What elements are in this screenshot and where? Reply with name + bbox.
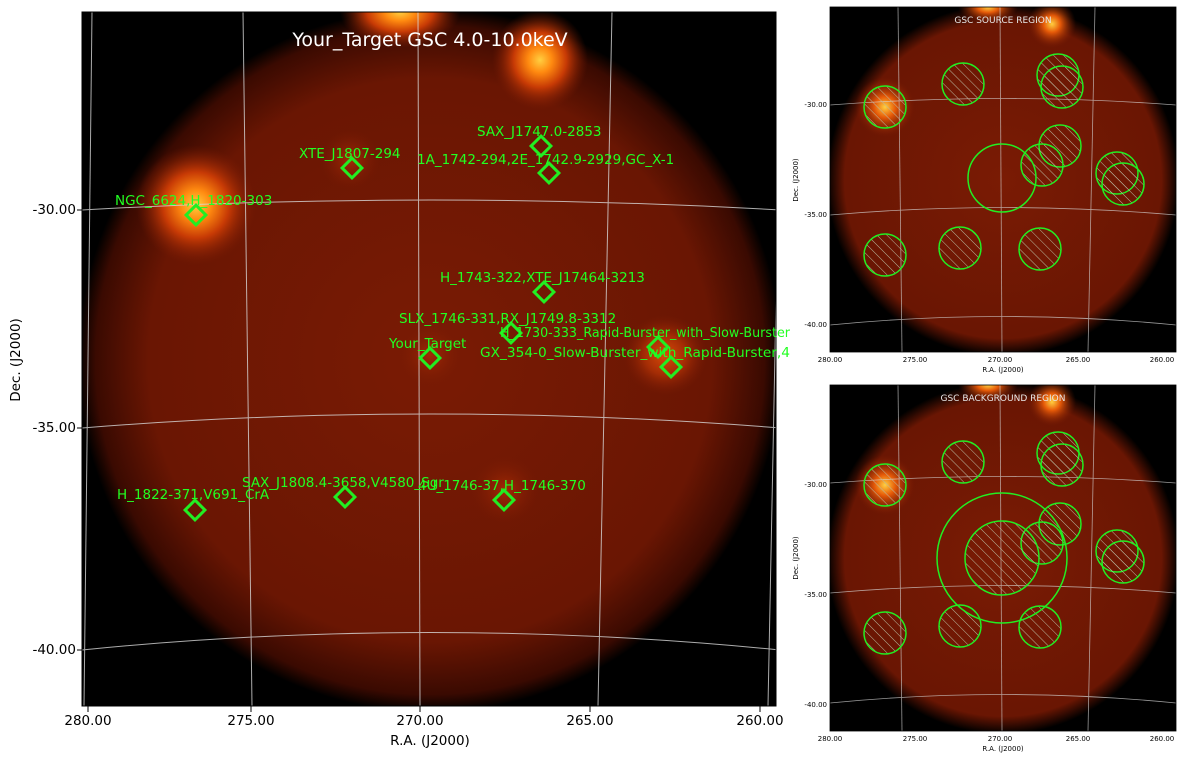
- target-inner-region[interactable]: [964, 520, 1040, 596]
- y-tick-label: -40.00: [32, 642, 76, 658]
- region-circle[interactable]: [863, 611, 907, 655]
- plot-frame: [81, 11, 777, 707]
- plot-frame: [829, 6, 1177, 353]
- x-axis-label: R.A. (J2000): [982, 745, 1024, 753]
- y-tick-label: -40.00: [804, 321, 827, 329]
- region-circle[interactable]: [1101, 540, 1145, 584]
- region-circle[interactable]: [863, 233, 907, 277]
- source-label: GX_354-0_Slow-Burster_with_Rapid-Burster…: [480, 345, 790, 361]
- source-label: H_1743-322,XTE_J17464-3213: [440, 270, 645, 286]
- source-marker[interactable]: [498, 320, 524, 346]
- y-tick-label: -35.00: [804, 211, 827, 219]
- source-marker[interactable]: [183, 202, 209, 228]
- source-marker[interactable]: [645, 334, 671, 360]
- region-circle[interactable]: [941, 440, 985, 484]
- source-glow: [623, 315, 707, 395]
- source-marker[interactable]: [182, 497, 208, 523]
- x-tick-label: 260.00: [736, 713, 783, 729]
- x-tick-label: 275.00: [227, 713, 274, 729]
- x-tick-label: 270.00: [988, 356, 1013, 364]
- plot-frame: [829, 384, 1177, 732]
- y-tick-label: -30.00: [32, 202, 76, 218]
- x-axis-label: R.A. (J2000): [982, 366, 1024, 374]
- source-label: SAX_J1747.0-2853: [477, 124, 602, 140]
- region-circle[interactable]: [863, 463, 907, 507]
- region-circle[interactable]: [1040, 65, 1084, 109]
- source-marker[interactable]: [491, 487, 517, 513]
- background-annulus[interactable]: [936, 492, 1068, 624]
- x-tick-label: 280.00: [64, 713, 111, 729]
- source-regions: [863, 53, 1145, 277]
- source-region-panel: GSC SOURCE REGION -30.00 -35.00 -40.00 2…: [790, 0, 1182, 378]
- source-label: XTE_J1807-294: [299, 146, 401, 162]
- panel-title: GSC SOURCE REGION: [954, 16, 1051, 26]
- y-axis-label: Dec. (J2000): [8, 318, 24, 402]
- source-label: SAX_J1808.4-3658,V4580_Sgr: [242, 475, 444, 491]
- source-label: Your_Target: [388, 336, 466, 352]
- x-tick-label: 265.00: [1066, 356, 1091, 364]
- background-regions: [863, 431, 1145, 655]
- source-marker[interactable]: [528, 133, 554, 159]
- background-region-panel: GSC BACKGROUND REGION -30.00 -35.00 -40.…: [790, 378, 1182, 758]
- source-marker[interactable]: [536, 160, 562, 186]
- y-axis-label: Dec. (J2000): [792, 158, 800, 202]
- y-tick-label: -30.00: [804, 481, 827, 489]
- source-glow: [1028, 7, 1076, 48]
- source-marker[interactable]: [417, 345, 443, 371]
- x-tick-label: 275.00: [903, 735, 928, 743]
- region-circle[interactable]: [1040, 443, 1084, 487]
- source-glow: [958, 385, 1018, 401]
- source-glow: [958, 7, 1018, 23]
- source-label: 1A_1742-294,2E_1742.9-2929,GC_X-1: [417, 152, 674, 168]
- x-tick-label: 275.00: [903, 356, 928, 364]
- main-title: Your_Target GSC 4.0-10.0keV: [291, 29, 567, 51]
- panel-title: GSC BACKGROUND REGION: [941, 394, 1066, 404]
- x-axis-label: R.A. (J2000): [390, 733, 470, 749]
- source-marker[interactable]: [339, 155, 365, 181]
- source-label: NGC_6624,H_1820-303: [115, 193, 272, 209]
- source-glow: [340, 12, 460, 48]
- coordinate-grid: [82, 12, 776, 706]
- x-tick-label: 270.00: [988, 735, 1013, 743]
- region-circle[interactable]: [1101, 162, 1145, 206]
- source-label: H_1730-333_Rapid-Burster_with_Slow-Burst…: [500, 325, 790, 341]
- main-image-panel: Your_Target GSC 4.0-10.0keV SAX_J1747.0-…: [8, 11, 790, 749]
- y-tick-label: -35.00: [804, 591, 827, 599]
- y-tick-label: -35.00: [32, 420, 76, 436]
- region-circle[interactable]: [863, 85, 907, 129]
- y-tick-label: -40.00: [804, 701, 827, 709]
- x-tick-label: 280.00: [818, 356, 843, 364]
- x-tick-label: 265.00: [566, 713, 613, 729]
- y-axis-label: Dec. (J2000): [792, 536, 800, 580]
- source-label: H_1822-371,V691_CrA: [117, 487, 270, 503]
- source-glow: [492, 12, 588, 110]
- source-label: SLX_1746-331,RX_J1749.8-3312: [399, 311, 616, 327]
- region-circle[interactable]: [941, 62, 985, 106]
- source-marker[interactable]: [658, 354, 684, 380]
- region-circle[interactable]: [1020, 143, 1064, 187]
- x-tick-label: 280.00: [818, 735, 843, 743]
- source-label: 4U_1746-37,H_1746-370: [418, 478, 586, 494]
- x-tick-label: 265.00: [1066, 735, 1091, 743]
- x-tick-label: 270.00: [396, 713, 443, 729]
- region-circle[interactable]: [1018, 605, 1062, 649]
- source-glow: [1028, 385, 1076, 426]
- y-tick-label: -30.00: [804, 101, 827, 109]
- target-region[interactable]: [967, 143, 1037, 213]
- source-glow: [400, 325, 460, 385]
- x-tick-label: 260.00: [1150, 356, 1175, 364]
- source-marker[interactable]: [332, 484, 358, 510]
- source-markers: [182, 133, 684, 523]
- x-tick-label: 260.00: [1150, 735, 1175, 743]
- region-circle[interactable]: [938, 226, 982, 270]
- region-circle[interactable]: [938, 604, 982, 648]
- region-circle[interactable]: [1018, 227, 1062, 271]
- source-marker[interactable]: [531, 279, 557, 305]
